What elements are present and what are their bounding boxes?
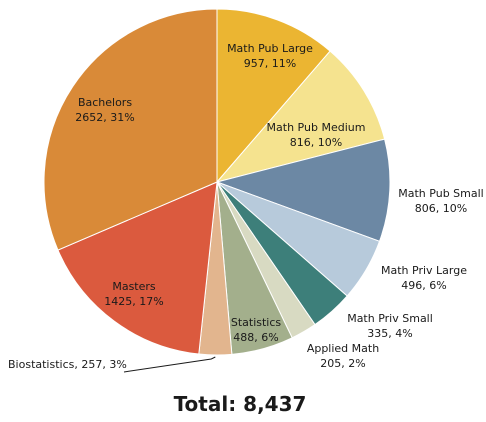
chart-title: Total: 8,437 — [174, 392, 307, 416]
slice-label-math-priv-small: Math Priv Small 335, 4% — [347, 312, 433, 340]
slice-label-math-pub-medium: Math Pub Medium 816, 10% — [267, 121, 366, 149]
slice-label-biostatistics: Biostatistics, 257, 3% — [8, 358, 127, 371]
pie-slice-math-pub-medium — [215, 50, 386, 183]
pie-slice-masters — [57, 181, 218, 355]
leader-line-biostatistics — [123, 356, 216, 373]
pie-slice-math-pub-large — [216, 8, 331, 184]
slice-labels: Math Pub Large 957, 11% Math Pub Medium 816… — [8, 42, 484, 371]
slice-label-statistics: Statistics 488, 6% — [231, 316, 282, 344]
leader-lines — [123, 356, 216, 373]
pie-slices — [43, 8, 391, 356]
slice-label-math-pub-small: Math Pub Small 806, 10% — [398, 187, 483, 215]
slice-label-math-priv-large: Math Priv Large 496, 6% — [381, 264, 467, 292]
slice-label-bachelors: Bachelors 2652, 31% — [75, 96, 134, 124]
slice-label-applied-math: Applied Math 205, 2% — [307, 342, 379, 370]
pie-slice-bachelors — [43, 8, 218, 251]
pie-slice-math-pub-small — [215, 138, 391, 242]
slice-label-math-pub-large: Math Pub Large 957, 11% — [227, 42, 313, 70]
slice-label-masters: Masters 1425, 17% — [104, 280, 163, 308]
